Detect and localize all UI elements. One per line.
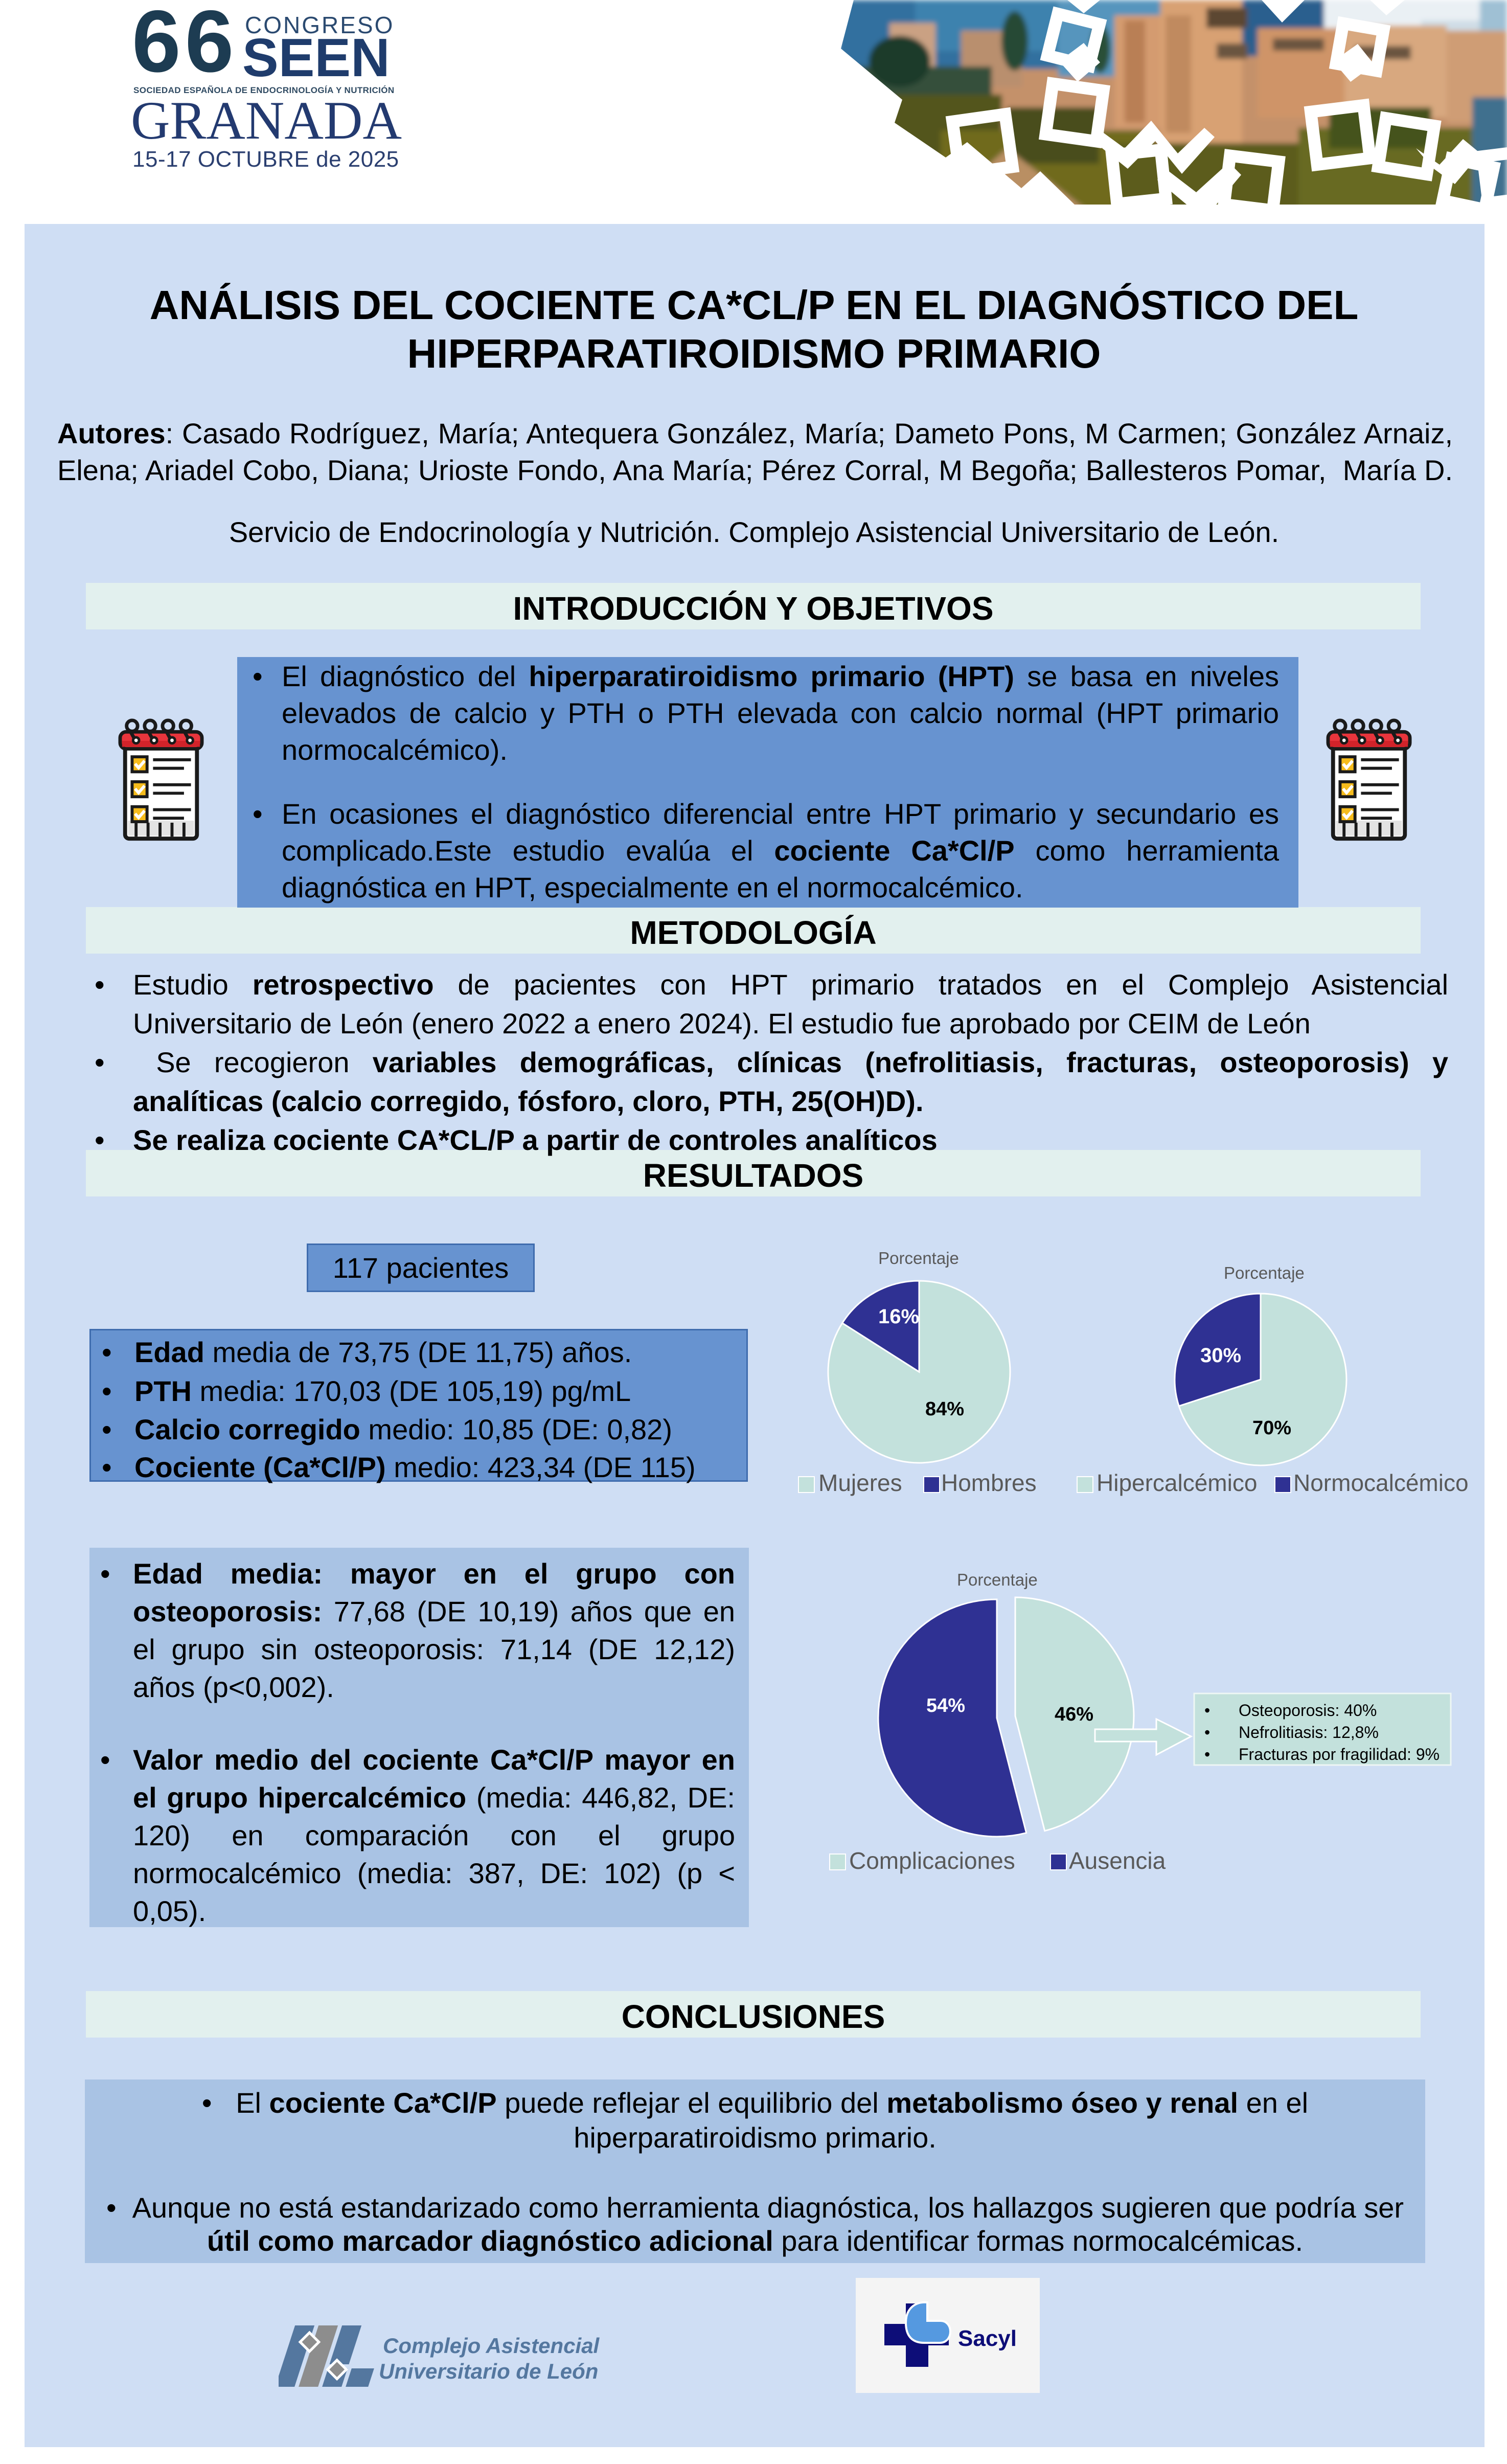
svg-text:Complicaciones: Complicaciones [849, 1847, 1015, 1874]
svg-text:Mujeres: Mujeres [818, 1470, 902, 1496]
svg-text:Hipercalcémico: Hipercalcémico [1097, 1470, 1257, 1496]
svg-text:Porcentaje: Porcentaje [1224, 1263, 1305, 1282]
svg-text:Porcentaje: Porcentaje [878, 1249, 959, 1268]
svg-text:16%: 16% [878, 1305, 919, 1328]
svg-text:Sacyl: Sacyl [958, 2326, 1017, 2351]
svg-text:Porcentaje: Porcentaje [957, 1570, 1038, 1589]
svg-text:Nefrolitiasis: 12,8%: Nefrolitiasis: 12,8% [1239, 1723, 1379, 1742]
svg-text:Hombres: Hombres [941, 1470, 1037, 1496]
svg-text:Ausencia: Ausencia [1069, 1847, 1166, 1874]
svg-text:Normocalcémico: Normocalcémico [1293, 1470, 1469, 1496]
svg-text:Osteoporosis: 40%: Osteoporosis: 40% [1239, 1701, 1377, 1720]
svg-text:•: • [1204, 1723, 1210, 1742]
svg-text:70%: 70% [1252, 1417, 1291, 1439]
svg-text:Complejo Asistencial: Complejo Asistencial [383, 2334, 600, 2358]
svg-text:46%: 46% [1055, 1704, 1093, 1725]
svg-text:•: • [1204, 1701, 1210, 1720]
svg-text:84%: 84% [925, 1398, 964, 1420]
svg-text:Fracturas por fragilidad: 9%: Fracturas por fragilidad: 9% [1239, 1745, 1440, 1764]
svg-text:30%: 30% [1200, 1344, 1241, 1367]
svg-text:54%: 54% [926, 1695, 965, 1716]
svg-text:Universitario de León: Universitario de León [379, 2359, 598, 2383]
svg-text:•: • [1204, 1745, 1210, 1764]
